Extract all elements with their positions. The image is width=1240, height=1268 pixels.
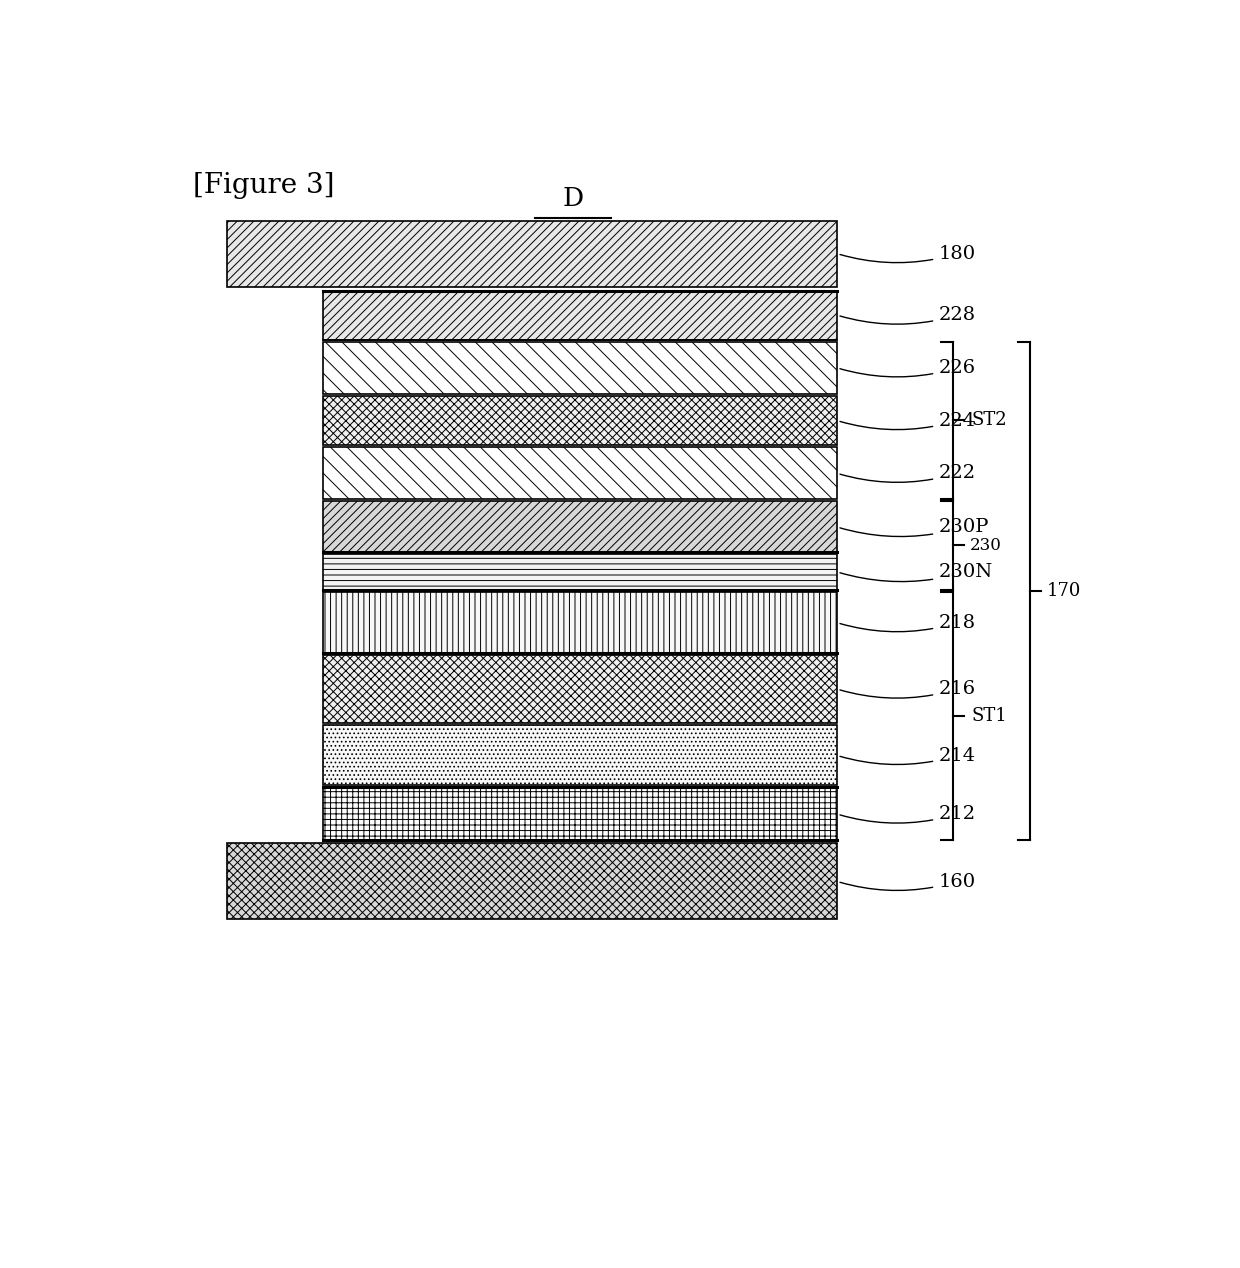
Bar bbox=[324, 290, 837, 340]
Text: 214: 214 bbox=[839, 747, 976, 765]
Text: ST1: ST1 bbox=[972, 708, 1008, 725]
Text: 218: 218 bbox=[839, 614, 976, 631]
Text: 160: 160 bbox=[839, 872, 976, 890]
Text: 230P: 230P bbox=[839, 519, 988, 536]
Bar bbox=[227, 221, 837, 287]
Text: 226: 226 bbox=[839, 359, 976, 377]
Text: 212: 212 bbox=[839, 805, 976, 823]
Bar bbox=[324, 341, 837, 394]
Bar bbox=[227, 843, 837, 918]
Text: 228: 228 bbox=[839, 306, 976, 325]
Text: 170: 170 bbox=[1047, 582, 1081, 600]
Text: [Figure 3]: [Figure 3] bbox=[193, 171, 335, 199]
Bar bbox=[324, 554, 837, 590]
Text: 230: 230 bbox=[970, 536, 1002, 554]
Bar bbox=[324, 725, 837, 785]
Text: 224: 224 bbox=[839, 412, 976, 430]
Text: 222: 222 bbox=[839, 464, 976, 482]
Text: 216: 216 bbox=[839, 680, 976, 699]
Text: 180: 180 bbox=[839, 245, 976, 262]
Bar bbox=[324, 501, 837, 553]
Bar bbox=[324, 396, 837, 445]
Bar bbox=[324, 656, 837, 723]
Text: ST2: ST2 bbox=[972, 411, 1007, 429]
Bar bbox=[324, 786, 837, 841]
Bar bbox=[324, 591, 837, 653]
Bar bbox=[324, 448, 837, 498]
Text: D: D bbox=[563, 185, 584, 210]
Text: 230N: 230N bbox=[839, 563, 992, 582]
